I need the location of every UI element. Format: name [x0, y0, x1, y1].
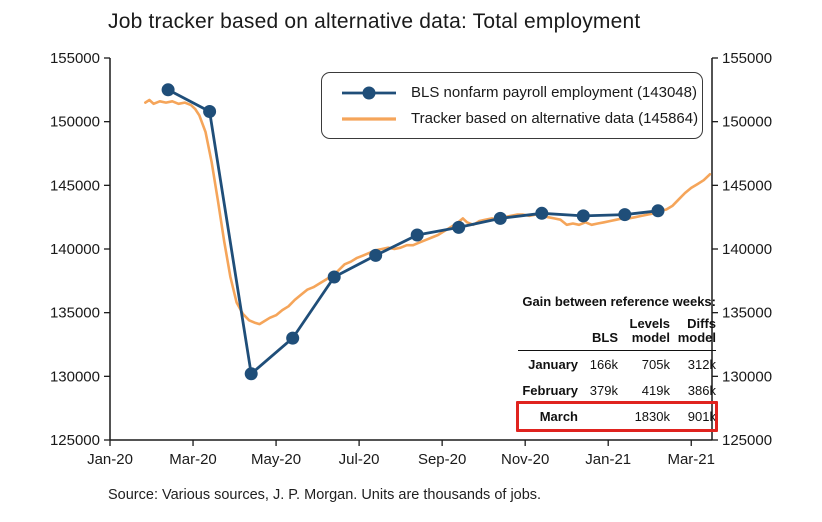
february-bls-value: 379k [589, 382, 618, 398]
january-diffs-value: 312k [687, 356, 716, 372]
gains-table-heading: Gain between reference weeks: [522, 294, 716, 309]
employment-line-chart: 125000 125000 130000 130000 135000 135000 1400… [50, 50, 772, 468]
january-levels-value: 705k [641, 356, 670, 372]
january-bls-value: 166k [589, 356, 618, 372]
x-tick-label: Sep-20 [418, 451, 466, 468]
legend-label-bls: BLS nonfarm payroll employment (143048) [411, 84, 697, 101]
tracker-line-icon [342, 116, 396, 121]
table-row-january: January 166k 705k 312k [518, 351, 716, 378]
series-line-1 [144, 98, 712, 326]
x-tick-label: Jan-20 [87, 451, 133, 468]
row-label-march: March [539, 408, 578, 424]
legend-item-tracker: Tracker based on alternative data (14586… [340, 110, 698, 127]
series-marker-0 [493, 211, 507, 225]
y-tick-label-left: 135000 [50, 305, 100, 322]
series-marker-0 [410, 228, 424, 242]
march-bls-value [578, 403, 618, 429]
legend-label-tracker: Tracker based on alternative data (14586… [411, 110, 699, 127]
february-diffs-value: 386k [687, 382, 716, 398]
march-levels-value: 1830k [634, 408, 670, 424]
y-tick-label-left: 150000 [50, 114, 100, 131]
bls-line-marker-icon [342, 86, 396, 99]
legend-item-bls: BLS nonfarm payroll employment (143048) [340, 84, 697, 101]
series-marker-0 [576, 209, 590, 223]
row-label-january: January [528, 356, 578, 372]
row-label-february: February [522, 382, 578, 398]
source-note: Source: Various sources, J. P. Morgan. U… [108, 487, 542, 503]
x-tick-label: Jul-20 [339, 451, 380, 468]
chart-title: Job tracker based on alternative data: T… [108, 10, 641, 33]
legend-box: BLS nonfarm payroll employment (143048) … [321, 72, 703, 139]
table-row-february: February 379k 419k 386k [518, 377, 716, 403]
series-marker-0 [327, 270, 341, 284]
y-tick-label-right: 145000 [722, 177, 772, 194]
series-marker-0 [651, 204, 665, 218]
col-header-levels-model: Levels model [618, 316, 670, 351]
y-tick-label-left: 140000 [50, 241, 100, 258]
series-marker-0 [286, 331, 300, 345]
y-tick-label-left: 155000 [50, 50, 100, 67]
y-tick-label-right: 150000 [722, 114, 772, 131]
x-tick-label: Mar-20 [169, 451, 217, 468]
series-marker-0 [161, 83, 175, 97]
x-tick-label: Mar-21 [667, 451, 715, 468]
gains-table-panel: Gain between reference weeks: BLS Levels… [518, 294, 716, 429]
col-header-bls: BLS [578, 316, 618, 351]
x-tick-label: May-20 [251, 451, 301, 468]
col-header-blank [518, 316, 578, 351]
february-levels-value: 419k [641, 382, 670, 398]
series-marker-0 [203, 105, 217, 118]
series-marker-0 [369, 248, 383, 262]
y-tick-label-left: 130000 [50, 368, 100, 385]
series-marker-0 [244, 367, 258, 381]
gains-table-header-row: BLS Levels model Diffs model [518, 316, 716, 351]
series-marker-0 [452, 220, 466, 234]
march-diffs-value: 901k [687, 408, 716, 424]
y-tick-label-right: 135000 [722, 305, 772, 322]
y-tick-label-right: 130000 [722, 368, 772, 385]
gains-table: BLS Levels model Diffs model January 166… [518, 316, 716, 429]
y-tick-label-right: 140000 [722, 241, 772, 258]
y-tick-label-right: 125000 [722, 432, 772, 449]
col-header-diffs-model: Diffs model [670, 316, 716, 351]
table-row-march: March 1830k 901k [518, 403, 716, 429]
series-marker-0 [618, 208, 632, 222]
y-tick-label-right: 155000 [722, 50, 772, 67]
y-tick-label-left: 125000 [50, 432, 100, 449]
series-marker-0 [535, 206, 549, 220]
y-tick-label-left: 145000 [50, 177, 100, 194]
x-tick-label: Nov-20 [501, 451, 549, 468]
x-tick-label: Jan-21 [585, 451, 631, 468]
